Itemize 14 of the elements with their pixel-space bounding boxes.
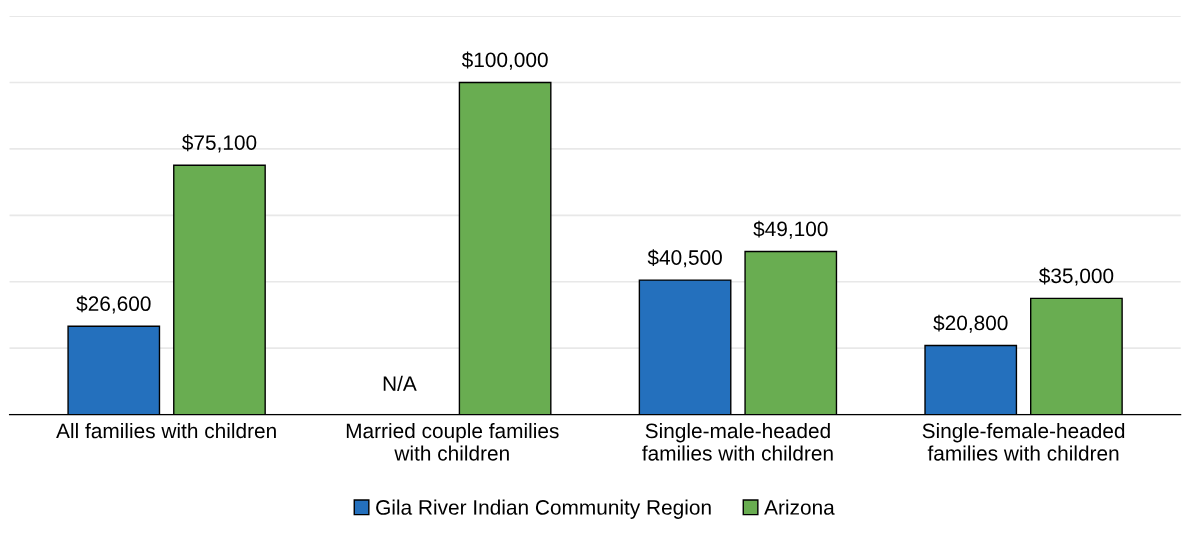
x-tick-label: Single-female-headed families with children xyxy=(922,422,1125,461)
legend-label: Arizona xyxy=(764,499,835,515)
data-label: $26,600 xyxy=(76,295,151,314)
data-label: $100,000 xyxy=(461,51,548,70)
data-label: $75,100 xyxy=(182,134,257,153)
legend-label: Gila River Indian Community Region xyxy=(376,499,711,519)
annotation: N/A xyxy=(383,375,417,392)
x-tick-label: Single-male-headed families with children xyxy=(642,422,833,461)
data-label: $35,000 xyxy=(1038,267,1114,286)
x-tick-label: All families with children xyxy=(56,422,276,439)
data-label: $20,800 xyxy=(933,314,1008,333)
data-label: $49,100 xyxy=(753,220,828,239)
data-label: $40,500 xyxy=(647,249,722,268)
x-tick-label: Married couple families with children xyxy=(346,422,559,461)
